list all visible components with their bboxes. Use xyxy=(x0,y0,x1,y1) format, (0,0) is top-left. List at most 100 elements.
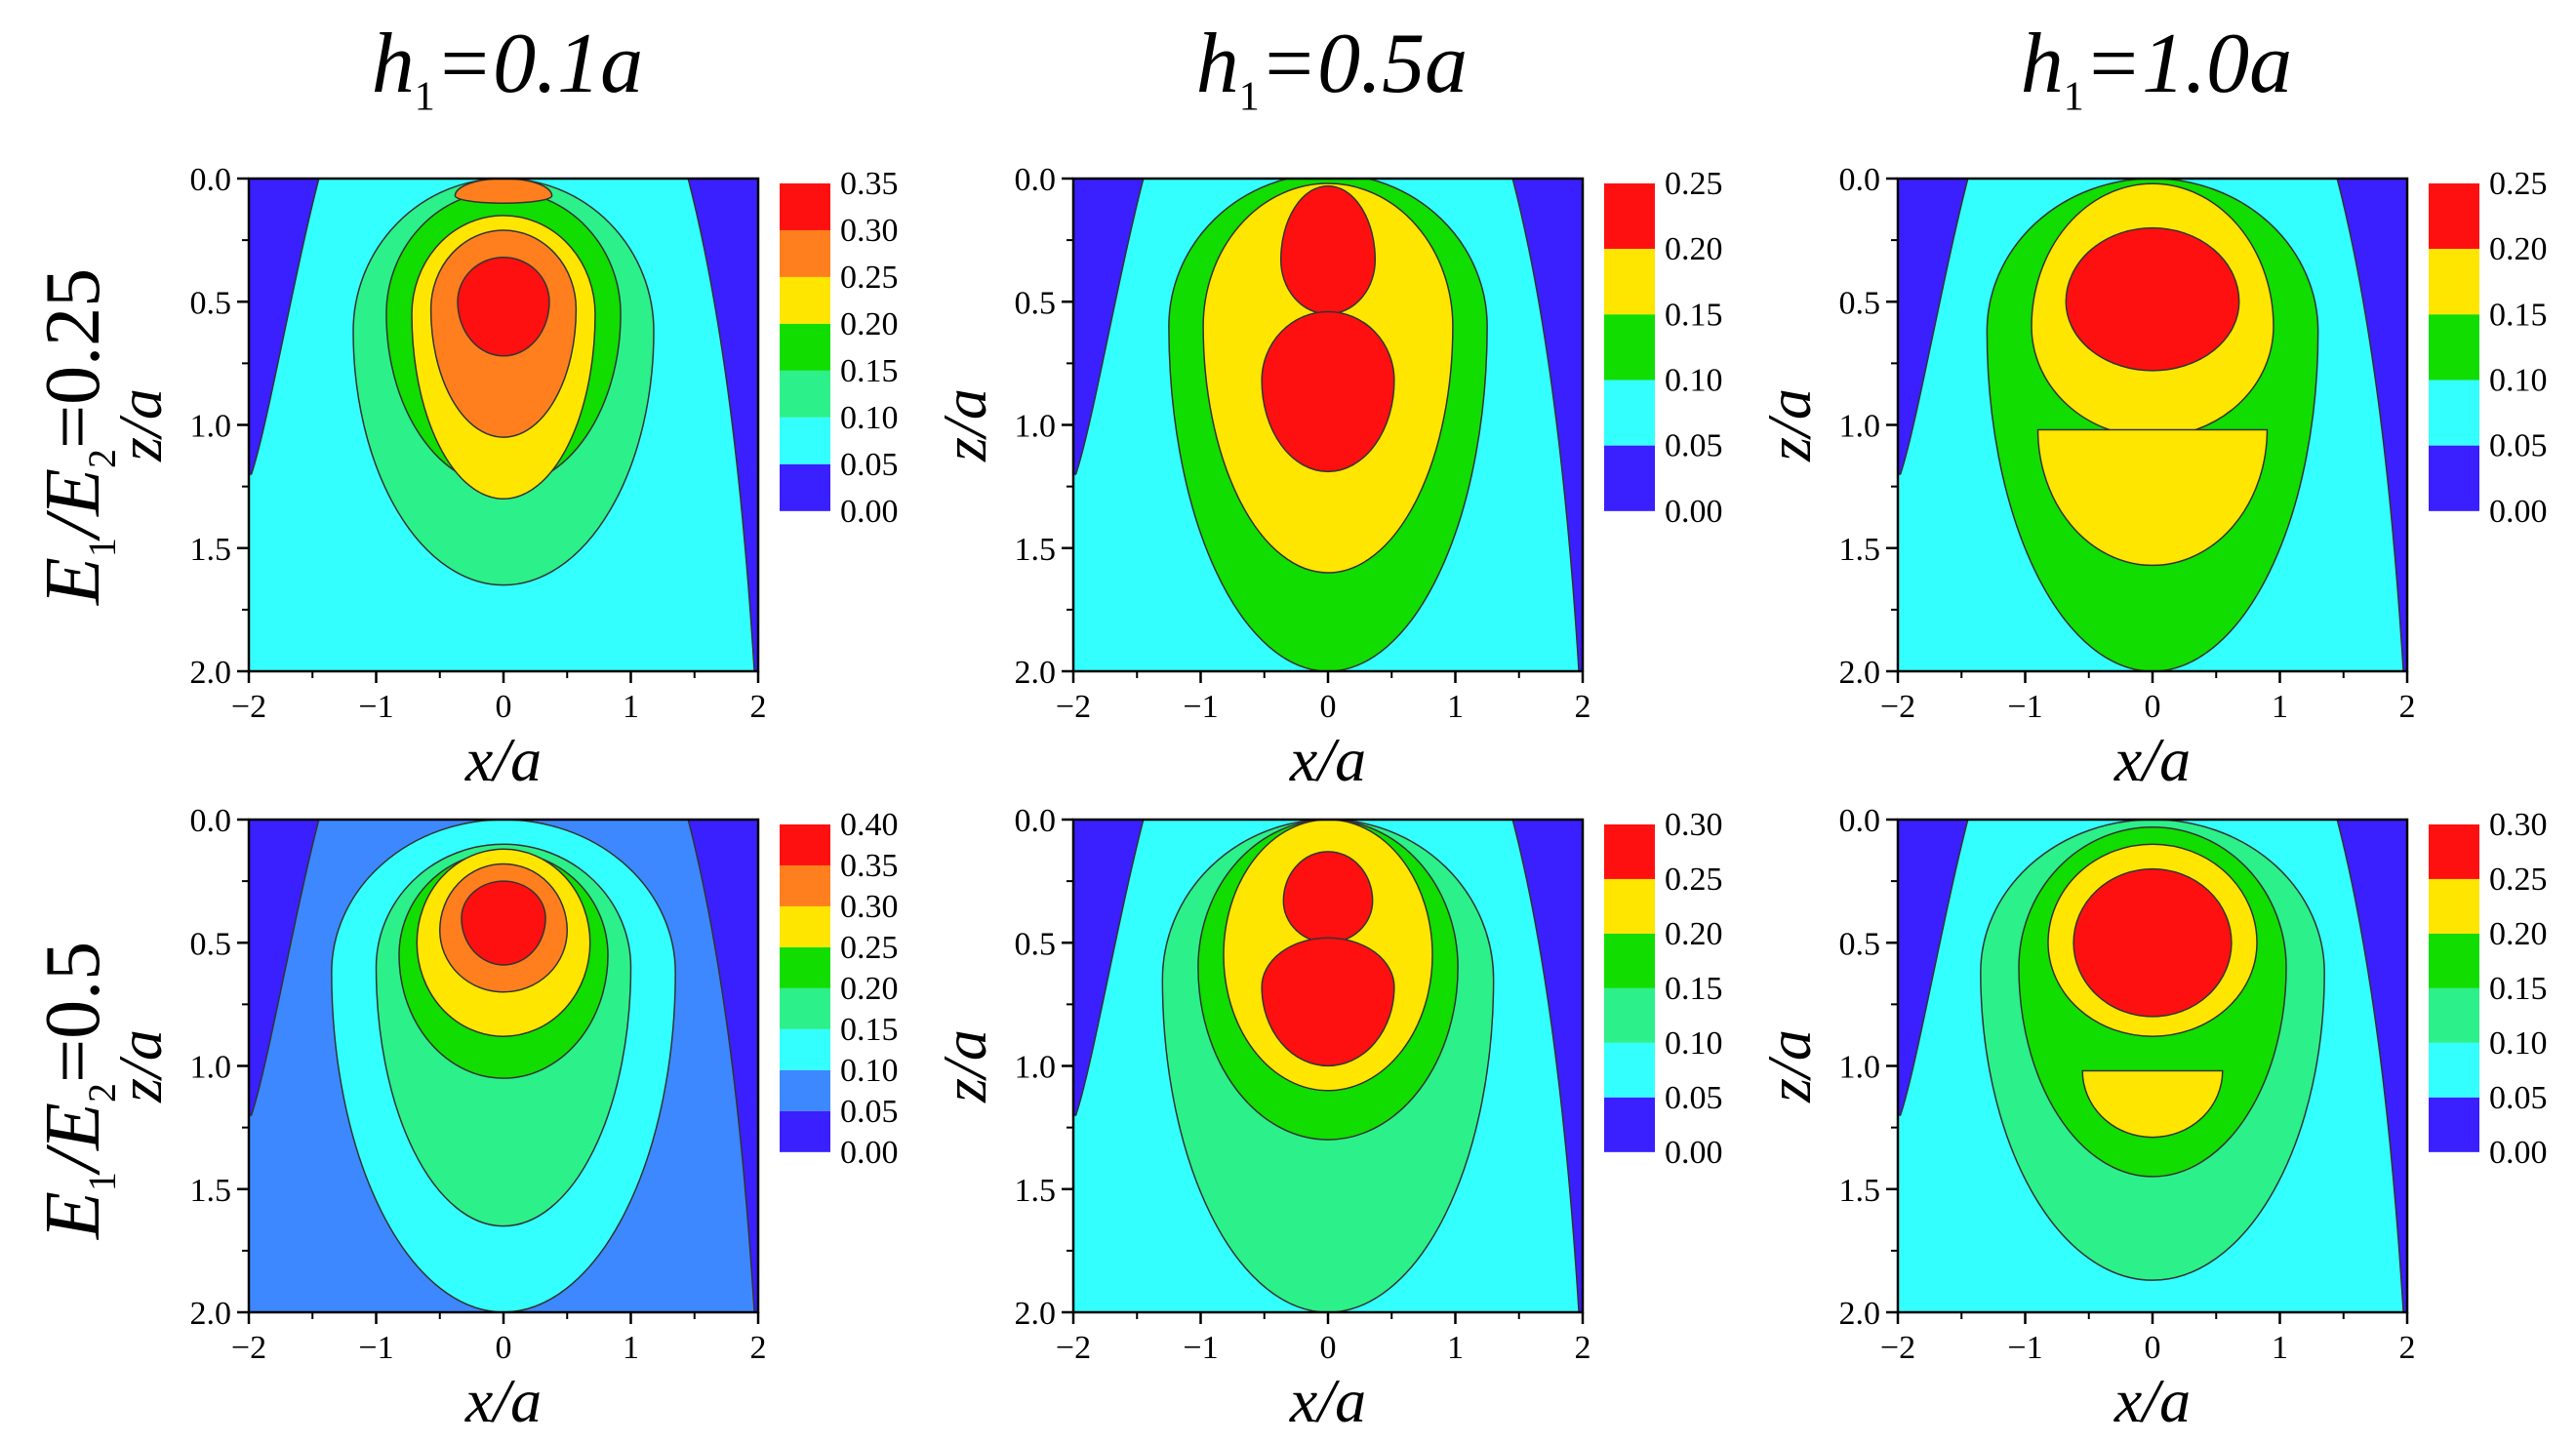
y-tick-label: 0.5 xyxy=(190,926,232,962)
legend-label: 0.00 xyxy=(2489,494,2548,530)
y-tick-label: 2.0 xyxy=(190,1296,232,1332)
legend-label: 0.10 xyxy=(2489,362,2548,398)
legend-swatch xyxy=(2429,987,2479,1043)
x-axis-label: x/a xyxy=(464,725,542,794)
legend-swatch xyxy=(780,1110,830,1152)
legend-label: 0.05 xyxy=(1665,428,1723,464)
contour-region-3 xyxy=(2081,1069,2224,1138)
legend-swatch xyxy=(2429,1097,2479,1152)
legend-label: 0.10 xyxy=(1665,1025,1723,1062)
legend-swatch xyxy=(780,229,830,277)
legend-swatch xyxy=(2429,380,2479,446)
legend-label: 0.10 xyxy=(1665,362,1723,398)
x-tick-label: 2 xyxy=(1575,1330,1591,1366)
contour-region-3 xyxy=(1282,851,1374,944)
legend-label: 0.15 xyxy=(2489,297,2548,333)
legend-label: 0.15 xyxy=(1665,971,1723,1007)
legend-label: 0.15 xyxy=(1665,297,1723,333)
legend-swatch xyxy=(780,183,830,230)
legend-label: 0.10 xyxy=(840,400,899,436)
x-axis-label: x/a xyxy=(2113,725,2191,794)
y-tick-label: 1.0 xyxy=(1839,1050,1881,1086)
contour-panel-r1-c1: −2 −1 0 1 2 0.0 0.5 1.0 1.5 2.0 x/a z/a 0.30 0.25 0.20… xyxy=(930,803,1723,1435)
legend-label: 0.15 xyxy=(840,353,899,389)
contour-region-3 xyxy=(1261,310,1395,473)
legend-swatch xyxy=(1604,933,1655,988)
legend-label: 0.05 xyxy=(840,447,899,483)
y-tick-label: 2.0 xyxy=(1015,1296,1057,1332)
column-title-h1-0.1a: h1=0.1a xyxy=(371,17,644,120)
legend-swatch xyxy=(780,946,830,988)
x-axis-label: x/a xyxy=(1289,1366,1366,1435)
legend-swatch xyxy=(1604,380,1655,446)
legend-label: 0.05 xyxy=(1665,1080,1723,1116)
legend-swatch xyxy=(2429,878,2479,934)
y-tick-label: 0.5 xyxy=(1015,285,1057,321)
legend-label: 0.25 xyxy=(1665,862,1723,898)
legend-swatch xyxy=(780,417,830,464)
x-tick-label: −2 xyxy=(231,1330,266,1366)
contour-region-low-left xyxy=(249,820,320,1116)
legend-label: 0.10 xyxy=(2489,1025,2548,1062)
x-tick-label: 0 xyxy=(2145,1330,2161,1366)
legend-label: 0.40 xyxy=(840,807,899,843)
color-legend: 0.40 0.35 0.30 0.25 0.20 0.15 0.10 0.05 0.00 xyxy=(780,807,899,1171)
contour-region-4 xyxy=(1261,937,1395,1067)
legend-label: 0.00 xyxy=(840,494,899,530)
legend-swatch xyxy=(2429,824,2479,879)
legend-label: 0.10 xyxy=(840,1053,899,1089)
x-tick-label: 0 xyxy=(1320,1330,1337,1366)
legend-label: 0.25 xyxy=(1665,166,1723,202)
y-tick-label: 1.5 xyxy=(190,532,232,568)
legend-label: 0.00 xyxy=(2489,1135,2548,1171)
x-tick-label: −2 xyxy=(1880,689,1915,725)
x-tick-label: −2 xyxy=(231,689,266,725)
legend-label: 0.25 xyxy=(2489,862,2548,898)
legend-label: 0.35 xyxy=(840,848,899,884)
legend-label: 0.05 xyxy=(2489,1080,2548,1116)
y-axis-label: z/a xyxy=(1754,1029,1824,1103)
legend-swatch xyxy=(1604,1097,1655,1152)
y-axis-label: z/a xyxy=(930,1029,999,1103)
y-tick-label: 0.5 xyxy=(1839,285,1881,321)
x-axis-label: x/a xyxy=(1289,725,1366,794)
legend-label: 0.20 xyxy=(1665,916,1723,952)
x-tick-label: −1 xyxy=(358,689,393,725)
y-tick-label: 0.0 xyxy=(1839,162,1881,198)
legend-label: 0.25 xyxy=(840,260,899,296)
legend-swatch xyxy=(1604,183,1655,250)
contour-region-low-right xyxy=(2336,179,2407,671)
contour-region-low-left xyxy=(249,179,320,475)
contour-region-low-right xyxy=(1511,179,1583,671)
x-tick-label: 2 xyxy=(1575,689,1591,725)
y-tick-label: 1.0 xyxy=(190,1050,232,1086)
y-axis-label: z/a xyxy=(105,388,175,462)
x-axis-label: x/a xyxy=(464,1366,542,1435)
legend-label: 0.20 xyxy=(840,971,899,1007)
y-tick-label: 1.0 xyxy=(190,409,232,445)
x-tick-label: −2 xyxy=(1880,1330,1915,1366)
y-tick-label: 0.5 xyxy=(1015,926,1057,962)
x-tick-label: 1 xyxy=(623,1330,639,1366)
legend-label: 0.30 xyxy=(1665,807,1723,843)
x-tick-label: 0 xyxy=(496,1330,512,1366)
color-legend: 0.25 0.20 0.15 0.10 0.05 0.00 xyxy=(2429,166,2548,530)
legend-swatch xyxy=(1604,878,1655,934)
legend-swatch xyxy=(2429,445,2479,511)
legend-swatch xyxy=(1604,987,1655,1043)
x-axis-label: x/a xyxy=(2113,1366,2191,1435)
legend-swatch xyxy=(780,370,830,418)
legend-swatch xyxy=(780,824,830,865)
y-tick-label: 1.0 xyxy=(1839,409,1881,445)
legend-label: 0.35 xyxy=(840,166,899,202)
y-tick-label: 1.0 xyxy=(1015,409,1057,445)
legend-swatch xyxy=(780,463,830,511)
legend-swatch xyxy=(2429,249,2479,315)
legend-swatch xyxy=(780,1069,830,1111)
y-tick-label: 1.5 xyxy=(1015,1173,1057,1209)
legend-label: 0.30 xyxy=(840,889,899,925)
legend-label: 0.20 xyxy=(2489,916,2548,952)
y-tick-label: 1.5 xyxy=(190,1173,232,1209)
